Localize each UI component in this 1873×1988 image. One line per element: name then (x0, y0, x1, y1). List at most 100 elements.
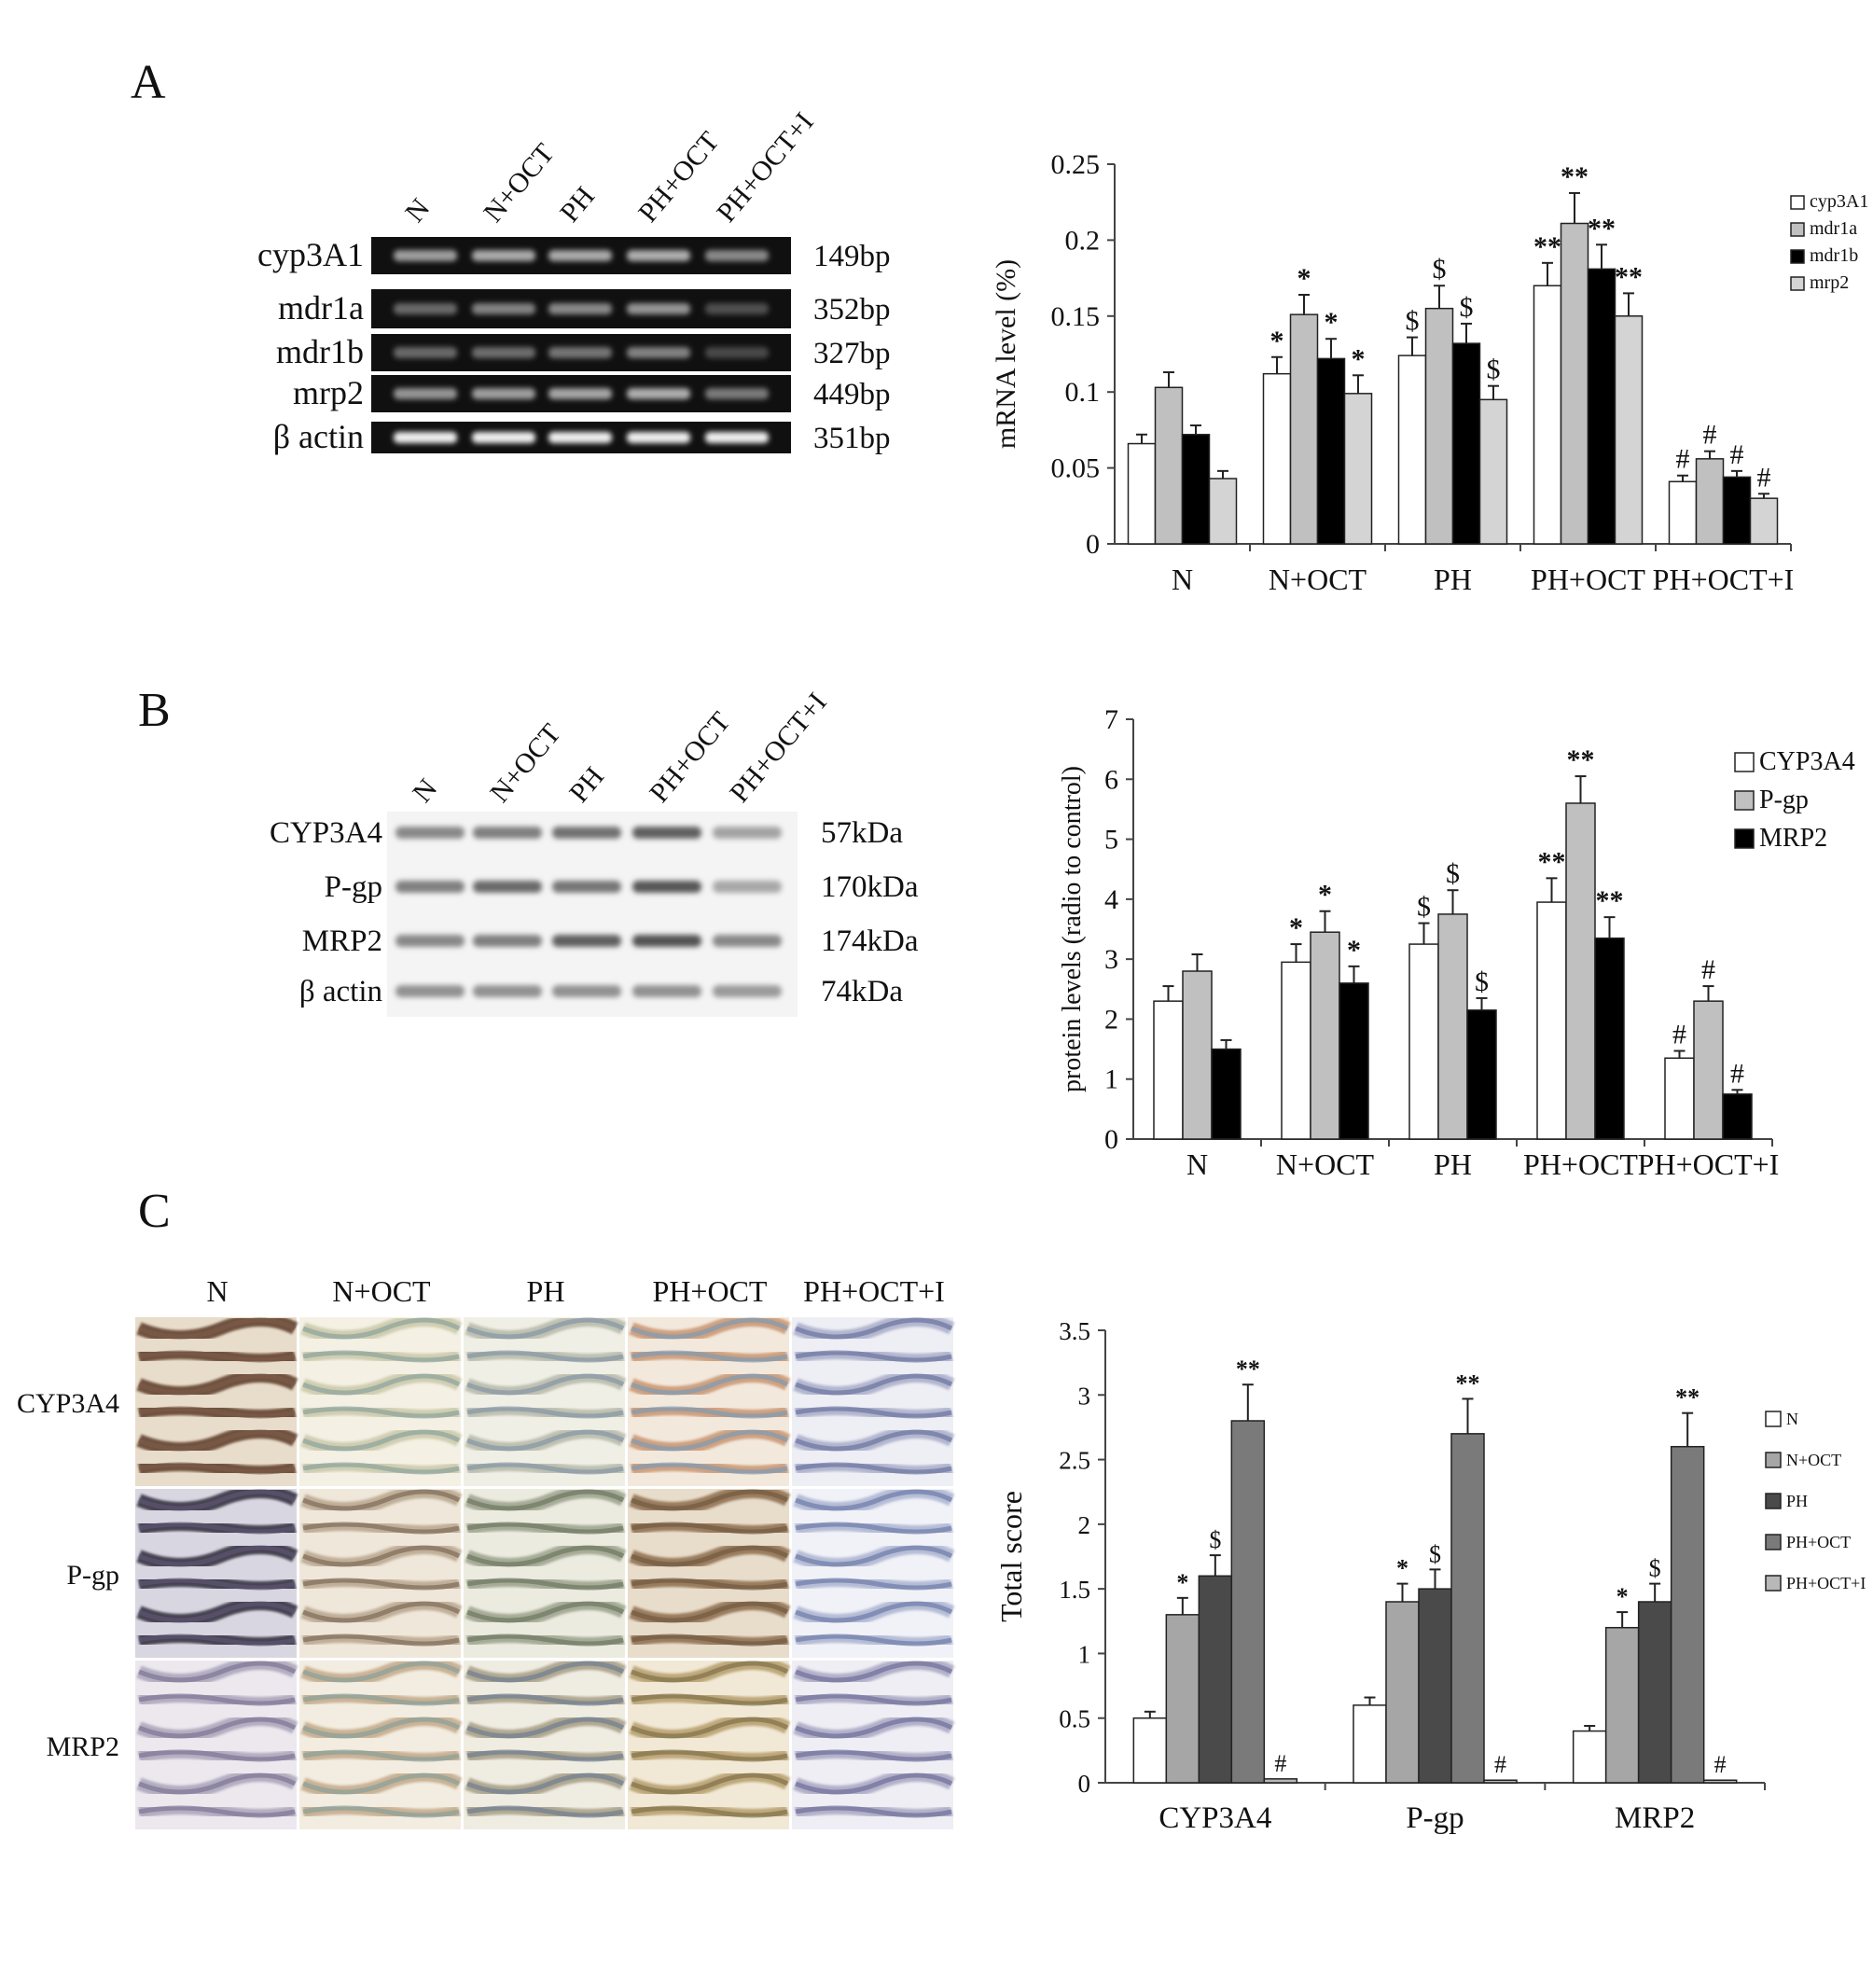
ihc-column-label-ph: PH (527, 1274, 565, 1308)
chart-b-bar-cyp3a4 (1664, 1057, 1695, 1140)
blot-b-band (713, 881, 782, 893)
chart-a-significance-mark: * (1352, 343, 1366, 374)
chart-b-bar-mrp2 (1594, 937, 1625, 1140)
ihc-column-label-n-oct: N+OCT (332, 1274, 431, 1308)
chart-b-significance-mark: # (1701, 954, 1715, 985)
chart-b-significance-mark: $ (1417, 892, 1431, 923)
chart-b-y-tick-label: 6 (1104, 764, 1118, 795)
chart-b-legend-label-mrp2: MRP2 (1759, 824, 1827, 853)
chart-c-legend-swatch-ph (1765, 1493, 1782, 1509)
chart-a-significance-mark: $ (1433, 254, 1447, 285)
chart-a-significance-mark: * (1325, 307, 1339, 338)
chart-c-bar-ph-oct-i (1263, 1778, 1298, 1784)
chart-a-significance-mark: # (1703, 420, 1717, 451)
ihc-image-mrp2-n (135, 1657, 298, 1829)
chart-c-category-label: MRP2 (1615, 1801, 1695, 1835)
ihc-image-p-gp-n (135, 1485, 298, 1658)
chart-b-significance-mark: ** (1596, 885, 1624, 916)
chart-b-bar-mrp2 (1466, 1009, 1497, 1140)
gel-a-band (705, 303, 769, 314)
gel-a-band (548, 303, 612, 314)
gel-a-band (548, 388, 612, 399)
chart-a-y-axis-label: mRNA level (%) (991, 259, 1021, 449)
chart-b-significance-mark: # (1672, 1020, 1686, 1050)
chart-b-bar-mrp2 (1211, 1048, 1242, 1140)
blot-b-size-label: 74kDa (821, 975, 903, 1008)
chart-a-category-label: N+OCT (1269, 563, 1367, 596)
blot-b-band (632, 881, 701, 893)
gel-a-band (394, 250, 457, 261)
chart-c-significance-mark: ** (1675, 1384, 1700, 1411)
ihc-column-label-ph-oct-i: PH+OCT+I (803, 1274, 945, 1308)
gel-a-band (705, 388, 769, 399)
ihc-image-cyp3a4-ph-oct (628, 1314, 791, 1486)
chart-c-bar-ph (1637, 1601, 1672, 1784)
gel-a-size-label: 149bp (813, 240, 891, 273)
chart-c-bar-n (1132, 1717, 1168, 1784)
chart-c-significance-mark: # (1714, 1751, 1727, 1778)
ihc-image-p-gp-ph-oct (628, 1485, 791, 1658)
chart-c-legend-swatch-n (1765, 1411, 1782, 1427)
gel-a-lane-label-ph-oct: PH+OCT (632, 126, 725, 229)
gel-a-gene-label: mdr1a (278, 289, 364, 327)
ihc-row-label-p-gp: P-gp (66, 1560, 119, 1591)
chart-a-category-label: PH (1434, 563, 1472, 596)
blot-b-band (552, 827, 621, 839)
chart-c-bar-n-oct (1604, 1626, 1640, 1784)
chart-c-y-tick-label: 0 (1078, 1770, 1091, 1798)
gel-a-lane-label-ph-oct-i: PH+OCT+I (711, 106, 820, 228)
chart-a-legend-swatch-mdr1b (1790, 249, 1805, 264)
gel-a-lane-label-n-oct: N+OCT (478, 138, 561, 229)
panel-letter-c: C (138, 1185, 171, 1238)
chart-a-bar-cyp3a1 (1262, 372, 1292, 545)
gel-a-band (627, 388, 690, 399)
blot-b-protein-label: P-gp (325, 870, 382, 904)
ihc-image-mrp2-ph (464, 1657, 627, 1829)
blot-b-band (632, 985, 701, 997)
chart-c-bar-ph-oct (1450, 1433, 1485, 1784)
chart-c-legend-label-ph-oct: PH+OCT (1786, 1533, 1851, 1551)
chart-c-bar-ph-oct (1670, 1445, 1705, 1784)
chart-a-significance-mark: # (1676, 444, 1690, 475)
blot-b-band (632, 827, 701, 839)
blot-b-lane-label-ph-oct: PH+OCT (644, 706, 736, 809)
gel-a-band (472, 250, 535, 261)
chart-a-legend-label-mdr1b: mdr1b (1810, 245, 1858, 266)
chart-b-bar-cyp3a4 (1281, 961, 1311, 1140)
chart-b-significance-mark: ** (1538, 846, 1566, 877)
gel-a-band (705, 347, 769, 358)
gel-a-size-label: 351bp (813, 422, 891, 455)
chart-b-significance-mark: * (1289, 912, 1303, 943)
chart-a-y-tick-label: 0.15 (1051, 301, 1101, 332)
chart-c-legend-label-ph: PH (1786, 1492, 1808, 1510)
chart-a-bar-mdr1b (1451, 342, 1481, 545)
chart-c-y-tick-label: 0.5 (1059, 1705, 1090, 1733)
ihc-image-p-gp-ph-oct-i (792, 1485, 955, 1658)
ihc-row-label-cyp3a4: CYP3A4 (17, 1388, 119, 1419)
chart-b-legend-swatch-cyp3a4 (1734, 752, 1755, 772)
chart-b-bar-p-gp (1182, 970, 1213, 1140)
ihc-image-mrp2-n-oct (299, 1657, 463, 1829)
panel-letter-b: B (138, 684, 171, 737)
gel-a-lane-label-n: N (399, 193, 436, 229)
chart-c-significance-mark: ** (1456, 1369, 1480, 1397)
chart-a-bar-mdr1b (1316, 357, 1346, 545)
chart-b-category-label: N (1186, 1147, 1208, 1181)
chart-b-legend-label-cyp3a4: CYP3A4 (1759, 747, 1855, 776)
blot-b-membrane (387, 812, 798, 1017)
chart-b-significance-mark: * (1318, 880, 1332, 911)
chart-c-y-tick-label: 1 (1078, 1640, 1091, 1668)
gel-a-gene-label: mrp2 (293, 374, 364, 411)
chart-b-significance-mark: ** (1567, 744, 1595, 775)
blot-b-size-label: 57kDa (821, 816, 903, 850)
chart-b-y-tick-label: 1 (1104, 1064, 1118, 1095)
chart-c-bar-ph (1198, 1575, 1233, 1784)
chart-b-bar-mrp2 (1722, 1093, 1753, 1140)
chart-b-y-tick-label: 7 (1104, 704, 1118, 735)
chart-a-category-label: PH+OCT (1531, 563, 1645, 596)
chart-b-legend-swatch-p-gp (1734, 790, 1755, 811)
blot-b-protein-label: β actin (299, 975, 382, 1008)
